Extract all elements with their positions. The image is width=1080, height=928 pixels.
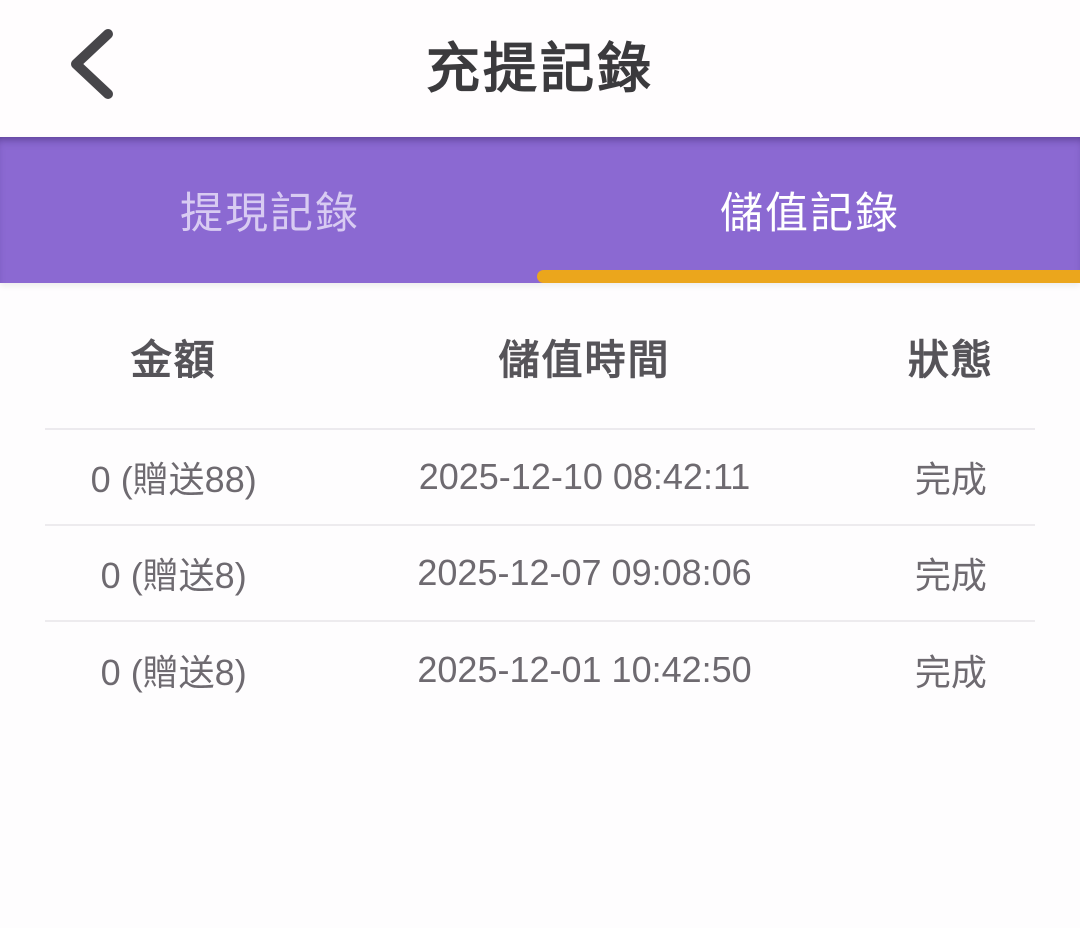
chevron-left-icon — [64, 28, 116, 100]
status-cell: 完成 — [914, 652, 987, 693]
column-header-status: 狀態 — [907, 336, 994, 383]
tab-deposit-records[interactable]: 儲值記錄 — [540, 137, 1080, 283]
active-tab-underline — [536, 270, 1080, 283]
page-title: 充提記錄 — [426, 39, 654, 99]
time-cell: 2025-12-01 10:42:50 — [417, 649, 752, 690]
amount-cell: 0 (贈送8) — [100, 652, 247, 693]
column-header-amount: 金額 — [130, 336, 217, 383]
tab-deposit-label: 儲值記錄 — [720, 190, 900, 238]
time-cell: 2025-12-10 08:42:11 — [418, 456, 751, 497]
amount-cell: 0 (贈送8) — [100, 555, 247, 596]
time-cell: 2025-12-07 09:08:06 — [417, 552, 752, 593]
status-cell: 完成 — [914, 555, 987, 596]
app-header: 充提記錄 — [0, 0, 1080, 137]
table-header-row: 金額 儲值時間 狀態 — [45, 283, 1035, 430]
tab-bar: 提現記錄 儲值記錄 — [0, 137, 1080, 283]
tab-withdraw-label: 提現記錄 — [180, 190, 360, 238]
table-row: 0 (贈送88) 2025-12-10 08:42:11 完成 — [45, 430, 1035, 526]
tab-withdraw-records[interactable]: 提現記錄 — [0, 137, 540, 283]
column-header-time: 儲值時間 — [498, 336, 671, 383]
table-row: 0 (贈送8) 2025-12-01 10:42:50 完成 — [45, 622, 1035, 718]
records-table: 金額 儲值時間 狀態 0 (贈送88) 2025-12-10 08:42:11 … — [0, 283, 1080, 718]
table-row: 0 (贈送8) 2025-12-07 09:08:06 完成 — [45, 526, 1035, 622]
status-cell: 完成 — [914, 459, 987, 500]
back-button[interactable] — [48, 22, 132, 106]
amount-cell: 0 (贈送88) — [90, 459, 257, 500]
